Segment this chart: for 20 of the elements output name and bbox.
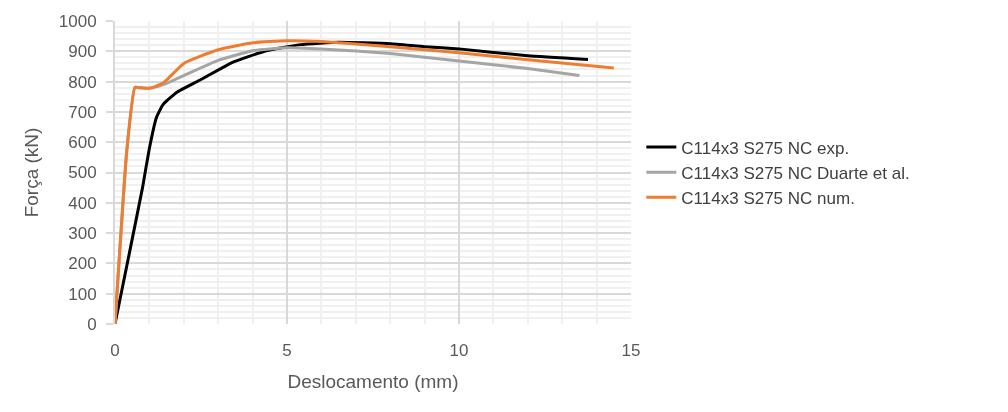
y-tick-label: 300	[68, 224, 97, 244]
y-tick-label: 900	[68, 42, 97, 62]
legend-label: C114x3 S275 NC num.	[681, 188, 855, 208]
y-tick-label: 1000	[58, 11, 97, 31]
y-axis-title: Força (kN)	[21, 127, 43, 218]
y-tick-label: 100	[68, 284, 97, 304]
legend-label: C114x3 S275 NC Duarte et al.	[681, 163, 910, 183]
y-tick-label: 0	[87, 314, 97, 334]
y-tick-label: 500	[68, 163, 97, 183]
y-tick-label: 400	[68, 193, 97, 213]
x-axis-title: Deslocamento (mm)	[287, 370, 459, 392]
legend-label: C114x3 S275 NC exp.	[681, 138, 850, 158]
y-tick-label: 600	[68, 133, 97, 153]
x-tick-label: 0	[110, 341, 120, 360]
y-tick-label: 700	[68, 102, 97, 122]
y-tick-label: 800	[68, 72, 97, 92]
y-tick-label: 200	[68, 254, 97, 274]
x-tick-label: 10	[449, 341, 469, 360]
x-tick-label: 15	[621, 341, 641, 360]
x-tick-label: 5	[282, 341, 292, 360]
